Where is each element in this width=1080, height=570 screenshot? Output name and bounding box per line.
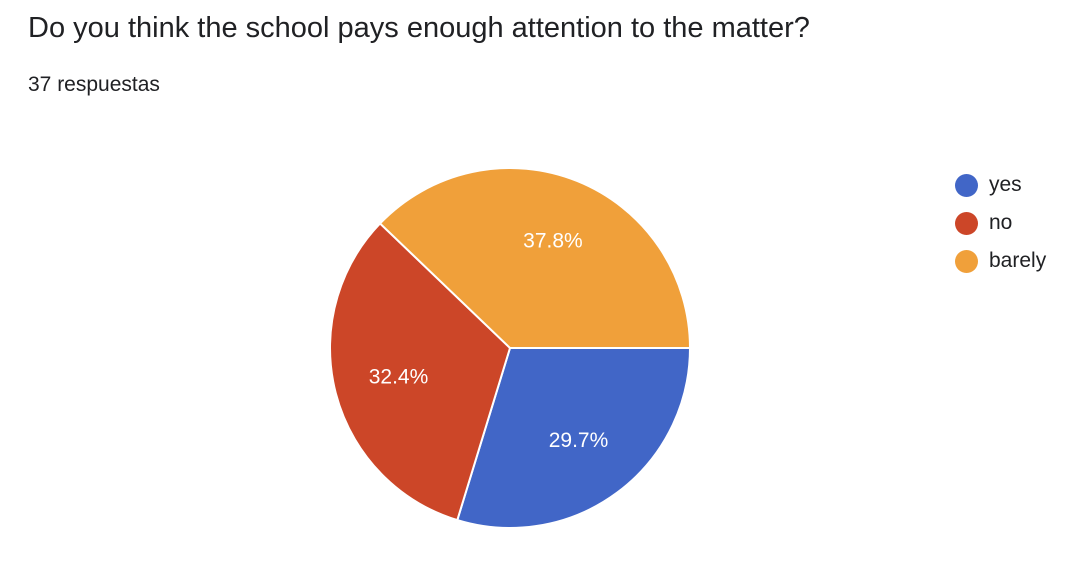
chart-legend: yes no barely: [955, 166, 1046, 280]
legend-label-barely: barely: [989, 249, 1047, 272]
legend-swatch-barely: [955, 249, 978, 273]
pie-slice-labels: 29.7% 32.4% 37.8%: [369, 230, 609, 453]
page-title: Do you think the school pays enough atte…: [28, 12, 810, 44]
slice-label-yes: 29.7%: [549, 429, 609, 452]
pie-slice-barely[interactable]: [379, 167, 691, 349]
legend-swatch-yes: [955, 173, 978, 197]
legend-item-barely[interactable]: barely: [955, 242, 1046, 280]
legend-label-no: no: [989, 211, 1013, 234]
slice-label-no: 32.4%: [369, 366, 429, 389]
legend-label-yes: yes: [989, 173, 1022, 196]
pie-slice-yes[interactable]: [456, 347, 691, 529]
response-count: 37 respuestas: [28, 73, 160, 96]
legend-item-no[interactable]: no: [955, 204, 1046, 242]
pie-slice-no[interactable]: [329, 222, 511, 522]
legend-item-yes[interactable]: yes: [955, 166, 1046, 204]
slice-label-barely: 37.8%: [523, 230, 583, 253]
legend-swatch-no: [955, 211, 978, 235]
pie-slices: [329, 167, 691, 529]
